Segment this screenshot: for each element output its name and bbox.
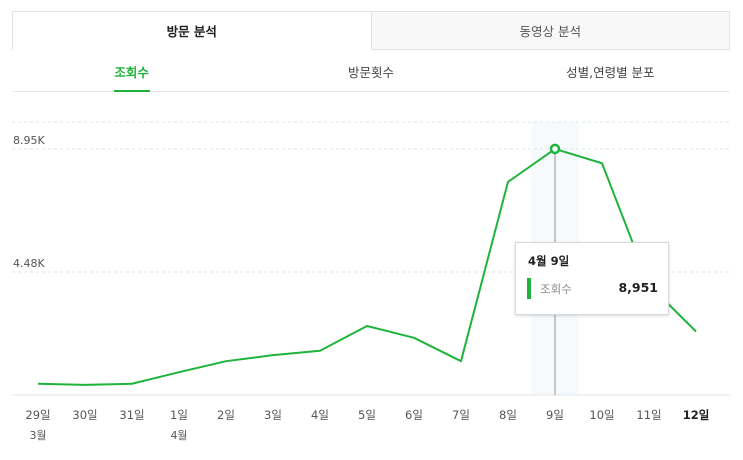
- x-tick-label: 12일: [683, 408, 710, 422]
- x-month-label: 4월: [170, 429, 187, 442]
- tab-views[interactable]: 조회수: [12, 52, 251, 92]
- x-month-label: 3월: [29, 429, 46, 442]
- x-tick-label: 9일: [546, 408, 564, 422]
- y-tick-label: 4.48K: [13, 257, 45, 270]
- y-tick-label: 8.95K: [13, 134, 45, 147]
- tab-visit-count[interactable]: 방문횟수: [347, 65, 394, 80]
- x-tick-label: 7일: [452, 408, 470, 422]
- tooltip-series-label: 조회수: [540, 282, 572, 296]
- x-tick-label: 29일: [25, 408, 50, 422]
- tooltip-date: 4월 9일: [528, 254, 570, 268]
- views-series-line: [37, 147, 697, 386]
- x-tick-label: 30일: [72, 408, 97, 422]
- x-tick-label: 5일: [358, 408, 376, 422]
- x-tick-label: 11일: [636, 408, 661, 422]
- chart-tooltip: 4월 9일 조회수 8,951: [515, 242, 669, 315]
- x-tick-label: 31일: [119, 408, 144, 422]
- x-tick-label: 2일: [217, 408, 235, 422]
- tab-gender-age[interactable]: 성별,연령별 분포: [566, 65, 655, 80]
- x-tick-label: 10일: [589, 408, 614, 422]
- x-tick-label: 6일: [405, 408, 423, 422]
- tab-video-analysis[interactable]: 동영상 분석: [371, 11, 730, 50]
- tooltip-series-swatch: [527, 278, 531, 299]
- primary-tabs: 방문 분석 동영상 분석: [12, 11, 730, 50]
- secondary-tabs: 조회수 방문횟수 성별,연령별 분포: [12, 52, 730, 92]
- highlighted-data-point[interactable]: [549, 143, 561, 155]
- x-tick-label: 1일: [170, 408, 188, 422]
- x-tick-label: 8일: [499, 408, 517, 422]
- x-tick-label: 3일: [264, 408, 282, 422]
- tab-visit-analysis[interactable]: 방문 분석: [12, 11, 372, 50]
- tooltip-value: 8,951: [618, 280, 658, 295]
- x-tick-label: 4일: [311, 408, 329, 422]
